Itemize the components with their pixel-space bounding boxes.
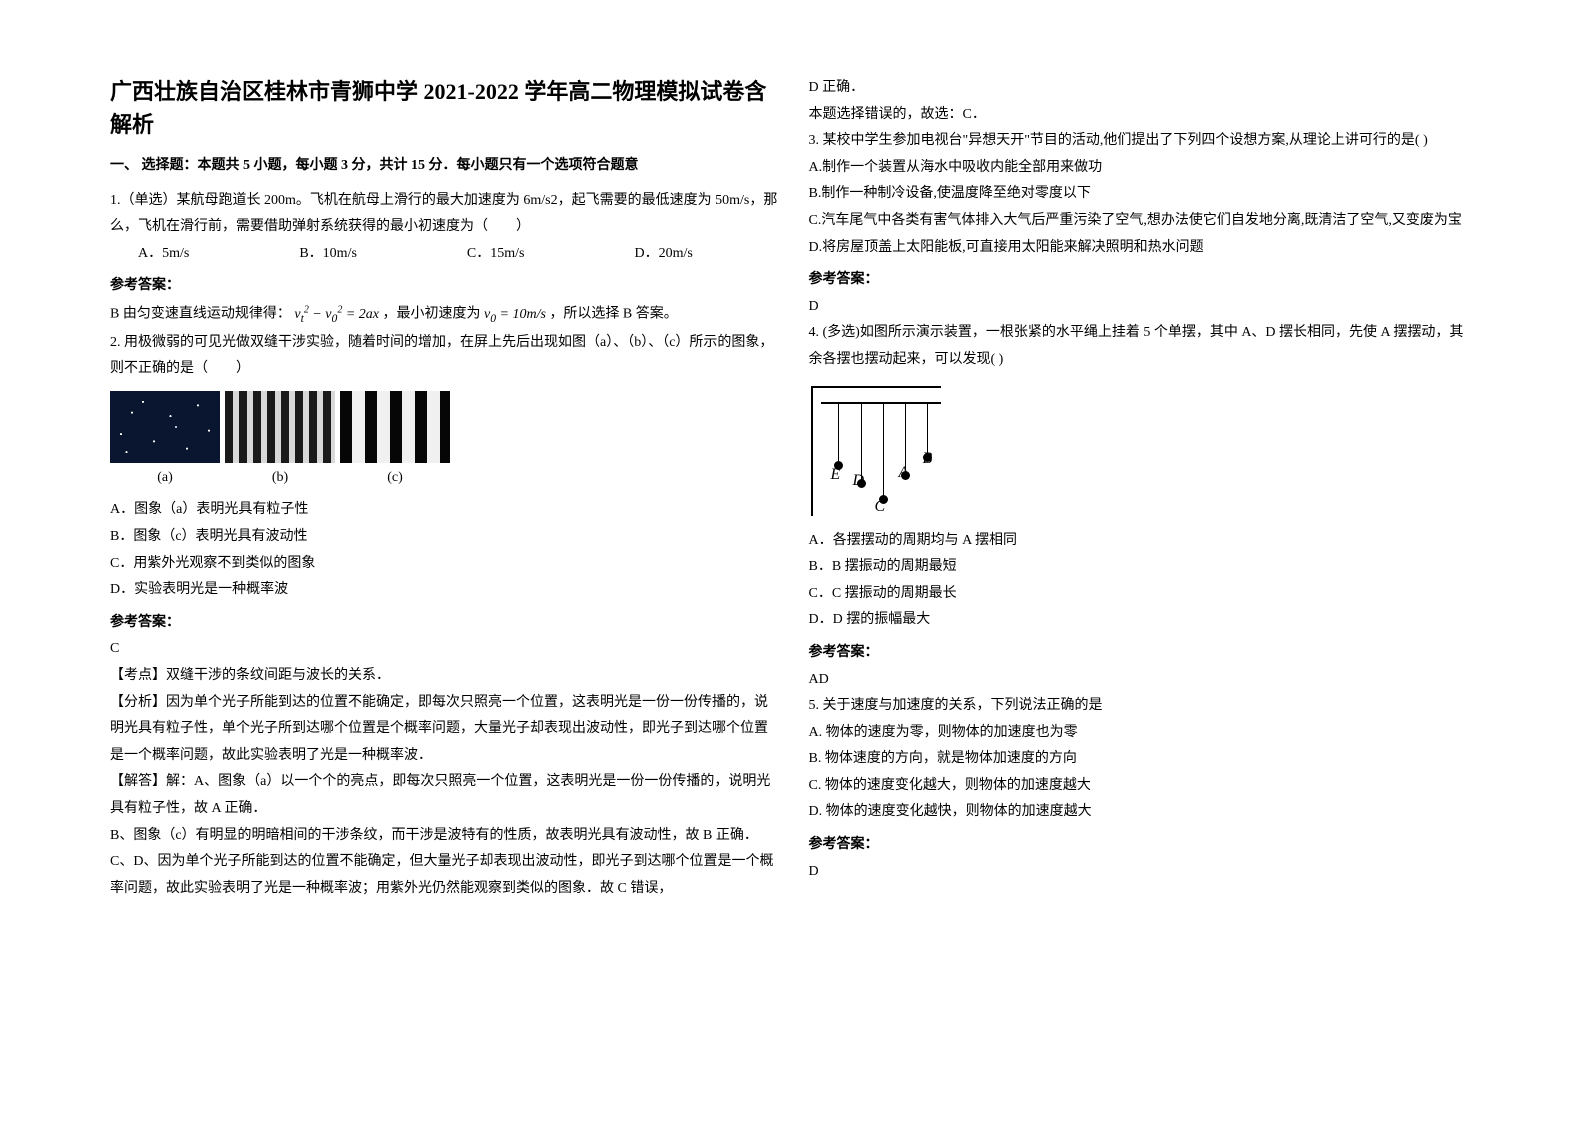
q2-ans-label: 参考答案： xyxy=(110,610,779,637)
q5-ans: D xyxy=(809,859,1478,886)
q2-stem: 2. 用极微弱的可见光做双缝干涉实验，随着时间的增加，在屏上先后出现如图（a）、… xyxy=(110,330,779,383)
q3-ans-label: 参考答案： xyxy=(809,267,1478,294)
q1-opt-d: D．20m/s xyxy=(635,241,693,268)
figure-a xyxy=(110,391,220,463)
q5-opt-c: C. 物体的速度变化越大，则物体的加速度越大 xyxy=(809,773,1478,800)
figure-b xyxy=(225,391,335,463)
doc-title: 广西壮族自治区桂林市青狮中学 2021-2022 学年高二物理模拟试卷含解析 xyxy=(110,75,779,141)
q3-opt-c: C.汽车尾气中各类有害气体排入大气后严重污染了空气,想办法使它们自发地分离,既清… xyxy=(809,208,1478,235)
q4-opt-a: A．各摆摆动的周期均与 A 摆相同 xyxy=(809,528,1478,555)
q5-stem: 5. 关于速度与加速度的关系，下列说法正确的是 xyxy=(809,693,1478,720)
q4-ans: AD xyxy=(809,667,1478,694)
figure-c xyxy=(340,391,450,463)
q3-stem: 3. 某校中学生参加电视台"异想天开"节目的活动,他们提出了下列四个设想方案,从… xyxy=(809,128,1478,155)
q3-opt-d: D.将房屋顶盖上太阳能板,可直接用太阳能来解决照明和热水问题 xyxy=(809,235,1478,262)
q3-ans: D xyxy=(809,294,1478,321)
caption-a: (a) xyxy=(110,465,220,492)
caption-b: (b) xyxy=(225,465,335,492)
q1-options: A．5m/s B．10m/s C．15m/s D．20m/s xyxy=(110,241,779,268)
q5-opt-b: B. 物体速度的方向，就是物体加速度的方向 xyxy=(809,746,1478,773)
right-column: D 正确． 本题选择错误的，故选：C． 3. 某校中学生参加电视台"异想天开"节… xyxy=(794,75,1493,1047)
q5-opt-a: A. 物体的速度为零，则物体的加速度也为零 xyxy=(809,720,1478,747)
q1-solution-line: B 由匀变速直线运动规律得： vt2 − v02 = 2ax ，最小初速度为 v… xyxy=(110,300,779,330)
q2-opt-d: D．实验表明光是一种概率波 xyxy=(110,577,779,604)
q2-figures xyxy=(110,391,779,463)
q4-opt-d: D．D 摆的振幅最大 xyxy=(809,607,1478,634)
q2-opt-c: C．用紫外光观察不到类似的图象 xyxy=(110,551,779,578)
q2-opt-b: B．图象（c）表明光具有波动性 xyxy=(110,524,779,551)
section-head: 一、 选择题：本题共 5 小题，每小题 3 分，共计 15 分．每小题只有一个选… xyxy=(110,153,779,180)
q1-opt-a: A．5m/s xyxy=(138,241,189,268)
q4-opt-b: B．B 摆振动的周期最短 xyxy=(809,554,1478,581)
q2-cont2: 本题选择错误的，故选：C． xyxy=(809,102,1478,129)
q1-stem: 1.（单选）某航母跑道长 200m。飞机在航母上滑行的最大加速度为 6m/s2，… xyxy=(110,188,779,241)
q2-ans: C xyxy=(110,636,779,663)
q4-stem: 4. (多选)如图所示演示装置，一根张紧的水平绳上挂着 5 个单摆，其中 A、D… xyxy=(809,320,1478,373)
q2-cont1: D 正确． xyxy=(809,75,1478,102)
q3-opt-a: A.制作一个装置从海水中吸收内能全部用来做功 xyxy=(809,155,1478,182)
q1-ans-label: 参考答案： xyxy=(110,273,779,300)
q4-opt-c: C．C 摆振动的周期最长 xyxy=(809,581,1478,608)
q1-opt-b: B．10m/s xyxy=(299,241,357,268)
q2-fx: 【分析】因为单个光子所能到达的位置不能确定，即每次只照亮一个位置，这表明光是一份… xyxy=(110,690,779,770)
q2-jd1: 【解答】解：A、图象（a）以一个个的亮点，即每次只照亮一个位置，这表明光是一份一… xyxy=(110,769,779,822)
q1-opt-c: C．15m/s xyxy=(467,241,525,268)
pendulum-diagram: E D C A B xyxy=(811,386,941,516)
q2-fig-captions: (a) (b) (c) xyxy=(110,465,779,492)
left-column: 广西壮族自治区桂林市青狮中学 2021-2022 学年高二物理模拟试卷含解析 一… xyxy=(95,75,794,1047)
q2-jd3: C、D、因为单个光子所能到达的位置不能确定，但大量光子却表现出波动性，即光子到达… xyxy=(110,849,779,902)
caption-c: (c) xyxy=(340,465,450,492)
q2-jd2: B、图象（c）有明显的明暗相间的干涉条纹，而干涉是波特有的性质，故表明光具有波动… xyxy=(110,823,779,850)
q5-opt-d: D. 物体的速度变化越快，则物体的加速度越大 xyxy=(809,799,1478,826)
q2-opt-a: A．图象（a）表明光具有粒子性 xyxy=(110,497,779,524)
q5-ans-label: 参考答案： xyxy=(809,832,1478,859)
q3-opt-b: B.制作一种制冷设备,使温度降至绝对零度以下 xyxy=(809,181,1478,208)
q4-ans-label: 参考答案： xyxy=(809,640,1478,667)
q2-kp: 【考点】双缝干涉的条纹间距与波长的关系． xyxy=(110,663,779,690)
